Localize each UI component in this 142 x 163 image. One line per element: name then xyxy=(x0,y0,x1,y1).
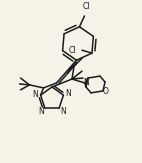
Text: N: N xyxy=(38,107,44,116)
Text: N: N xyxy=(33,90,38,99)
Text: N: N xyxy=(60,107,66,116)
Text: Cl: Cl xyxy=(83,2,90,11)
Text: Cl: Cl xyxy=(68,46,76,55)
Text: N: N xyxy=(66,89,71,98)
Text: O: O xyxy=(103,87,109,96)
Text: N: N xyxy=(83,78,89,87)
